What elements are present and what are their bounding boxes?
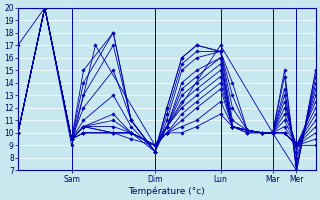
X-axis label: Température (°c): Température (°c)	[129, 186, 205, 196]
